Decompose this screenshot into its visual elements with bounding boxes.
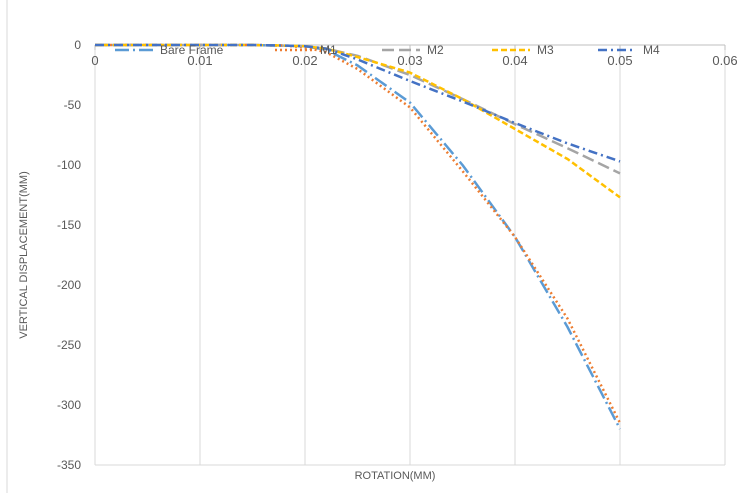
y-tick-label: -100: [57, 158, 81, 172]
y-tick-label: -200: [57, 278, 81, 292]
legend-label: M2: [427, 43, 444, 57]
legend-label: M3: [537, 43, 554, 57]
y-tick-label: -300: [57, 398, 81, 412]
x-axis-title: ROTATION(MM): [355, 470, 436, 482]
x-tick-label: 0.06: [712, 53, 737, 68]
series-line: [95, 43, 621, 199]
y-tick-label: 0: [74, 38, 81, 52]
y-tick-label: -150: [57, 218, 81, 232]
x-tick-label: 0: [91, 53, 98, 68]
y-axis-title: VERTICAL DISPLACEMENT(MM): [18, 171, 30, 338]
series-line: [95, 43, 621, 163]
legend-label: M4: [643, 43, 660, 57]
x-tick-label: 0.03: [397, 53, 422, 68]
legend-label: Bare Frame: [160, 43, 224, 57]
series-line: [95, 43, 622, 430]
x-tick-label: 0.02: [292, 53, 317, 68]
x-tick-label: 0.05: [607, 53, 632, 68]
y-tick-label: -350: [57, 458, 81, 472]
x-tick-label: 0.01: [187, 53, 212, 68]
legend-label: M1: [320, 43, 337, 57]
y-tick-label: -250: [57, 338, 81, 352]
x-tick-label: 0.04: [502, 53, 527, 68]
y-tick-label: -50: [64, 98, 82, 112]
series-line: [95, 43, 622, 424]
